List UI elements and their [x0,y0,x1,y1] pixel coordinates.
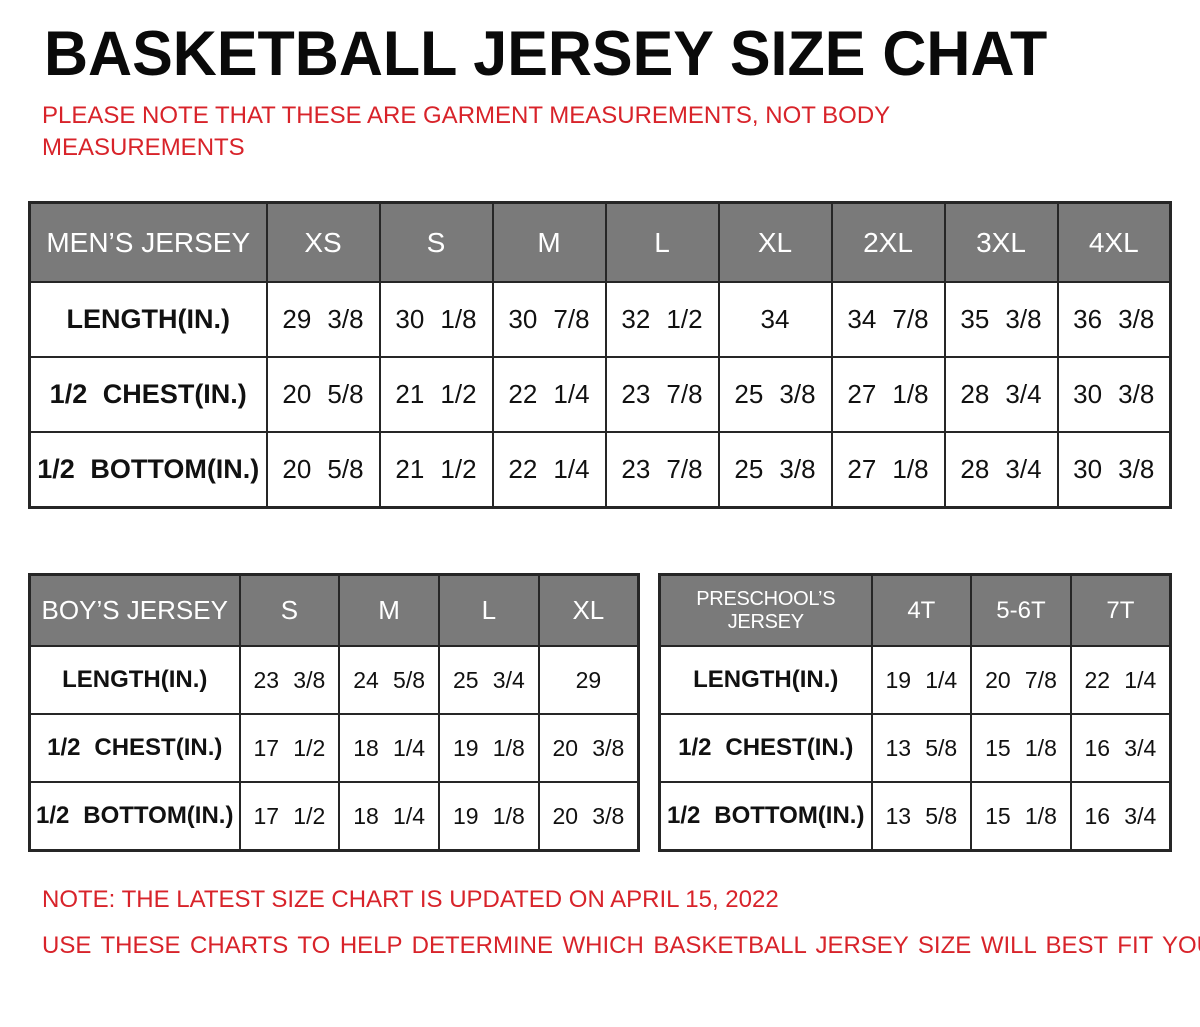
measurement-value-cell: 21 1/2 [378,356,494,434]
table-row: 1/2 CHEST(IN.) 17 1/2 18 1/4 19 1/8 20 3/8 [28,713,640,784]
table-row: 1/2 CHEST(IN.) 13 5/8 15 1/8 16 3/4 [658,713,1172,784]
kids-tables-row: BOY’S JERSEY S M L XL LENGTH(IN.) 23 3/8 24 5/8… [28,572,1200,852]
table-row: 1/2 BOTTOM(IN.) 20 5/8 21 1/2 22 1/4 23 7/8 2… [28,431,1172,509]
measurement-value-cell: 28 3/4 [943,356,1059,434]
measurement-value-cell: 30 3/8 [1056,356,1172,434]
measurement-value-cell: 30 3/8 [1056,431,1172,509]
measurement-value-cell: 18 1/4 [338,713,440,784]
garment-measurements-note: PLEASE NOTE THAT THESE ARE GARMENT MEASU… [42,100,1200,165]
row-label-cell: 1/2 BOTTOM(IN.) [28,431,268,509]
table-row: LENGTH(IN.) 29 3/8 30 1/8 30 7/8 32 1/2 34 34 … [28,281,1172,359]
size-header-cell: 4T [870,573,973,648]
row-label-cell: LENGTH(IN.) [658,645,873,716]
row-label-cell: LENGTH(IN.) [28,281,268,359]
size-header-cell: L [438,573,540,648]
measurement-value-cell: 22 1/4 [491,356,607,434]
table-row: 1/2 BOTTOM(IN.) 13 5/8 15 1/8 16 3/4 [658,781,1172,852]
size-table: MEN’S JERSEY XS S M L XL 2XL 3XL 4XL LENGTH(IN.) 2… [28,200,1172,509]
size-header-cell: M [338,573,440,648]
table-row: 1/2 BOTTOM(IN.) 17 1/2 18 1/4 19 1/8 20 3/8 [28,781,640,852]
measurement-value-cell: 23 7/8 [604,356,720,434]
measurement-value-cell: 35 3/8 [943,281,1059,359]
row-label-cell: 1/2 BOTTOM(IN.) [658,781,873,852]
measurement-value-cell: 20 3/8 [537,713,640,784]
row-label-cell: 1/2 CHEST(IN.) [28,356,268,434]
size-header-cell: 3XL [943,201,1059,284]
garment-note-line-2: MEASUREMENTS [42,134,245,162]
size-header-cell: XS [265,201,381,284]
measurement-value-cell: 27 1/8 [830,356,946,434]
size-header-cell: S [238,573,341,648]
page-title: BASKETBALL JERSEY SIZE CHAT [44,17,1048,89]
measurement-value-cell: 28 3/4 [943,431,1059,509]
measurement-value-cell: 16 3/4 [1069,713,1172,784]
table-row: 1/2 CHEST(IN.) 20 5/8 21 1/2 22 1/4 23 7/8 25… [28,356,1172,434]
size-header-cell: 2XL [830,201,946,284]
measurement-value-cell: 24 5/8 [338,645,440,716]
size-table: PRESCHOOL’S JERSEY 4T 5-6T 7T LENGTH(IN.) 19 … [658,572,1172,852]
measurement-value-cell: 15 1/8 [970,713,1072,784]
measurement-value-cell: 17 1/2 [238,713,341,784]
preschool-jersey-table: PRESCHOOL’S JERSEY 4T 5-6T 7T LENGTH(IN.) 19 … [658,572,1172,852]
measurement-value-cell: 19 1/4 [870,645,973,716]
measurement-value-cell: 17 1/2 [238,781,341,852]
garment-note-line-1: PLEASE NOTE THAT THESE ARE GARMENT MEASU… [42,102,891,130]
measurement-value-cell: 21 1/2 [378,431,494,509]
measurement-value-cell: 22 1/4 [491,431,607,509]
measurement-value-cell: 34 [717,281,833,359]
measurement-value-cell: 25 3/8 [717,431,833,509]
measurement-value-cell: 34 7/8 [830,281,946,359]
size-table: BOY’S JERSEY S M L XL LENGTH(IN.) 23 3/8 24 5/8… [28,572,640,852]
table-header-row: BOY’S JERSEY S M L XL [28,573,640,648]
table-row: LENGTH(IN.) 19 1/4 20 7/8 22 1/4 [658,645,1172,716]
measurement-value-cell: 30 7/8 [491,281,607,359]
size-header-cell: 7T [1069,573,1172,648]
measurement-value-cell: 19 1/8 [438,713,540,784]
measurement-value-cell: 30 1/8 [378,281,494,359]
measurement-value-cell: 19 1/8 [438,781,540,852]
measurement-value-cell: 27 1/8 [830,431,946,509]
size-header-cell: S [378,201,494,284]
measurement-value-cell: 20 5/8 [265,431,381,509]
measurement-value-cell: 16 3/4 [1069,781,1172,852]
measurement-value-cell: 25 3/8 [717,356,833,434]
measurement-value-cell: 13 5/8 [870,713,973,784]
size-chart-page: BASKETBALL JERSEY SIZE CHAT PLEASE NOTE … [0,20,1200,1027]
update-date-note: NOTE: THE LATEST SIZE CHART IS UPDATED O… [42,885,779,913]
row-label-cell: 1/2 BOTTOM(IN.) [28,781,241,852]
size-header-cell: 4XL [1056,201,1172,284]
measurement-value-cell: 29 [537,645,640,716]
row-label-cell: LENGTH(IN.) [28,645,241,716]
measurement-value-cell: 25 3/4 [438,645,540,716]
row-label-cell: 1/2 CHEST(IN.) [658,713,873,784]
size-header-cell: M [491,201,607,284]
measurement-value-cell: 23 3/8 [238,645,341,716]
boys-jersey-table: BOY’S JERSEY S M L XL LENGTH(IN.) 23 3/8 24 5/8… [28,572,640,852]
measurement-value-cell: 20 7/8 [970,645,1072,716]
row-label-cell: 1/2 CHEST(IN.) [28,713,241,784]
table-title-cell: MEN’S JERSEY [28,201,268,284]
table-header-row: PRESCHOOL’S JERSEY 4T 5-6T 7T [658,573,1172,648]
size-header-cell: XL [537,573,640,648]
size-header-cell: L [604,201,720,284]
measurement-value-cell: 20 3/8 [537,781,640,852]
measurement-value-cell: 32 1/2 [604,281,720,359]
measurement-value-cell: 23 7/8 [604,431,720,509]
fit-help-note: USE THESE CHARTS TO HELP DETERMINE WHICH… [42,931,1200,959]
measurement-value-cell: 36 3/8 [1056,281,1172,359]
measurement-value-cell: 20 5/8 [265,356,381,434]
table-title-cell: BOY’S JERSEY [28,573,241,648]
size-header-cell: XL [717,201,833,284]
measurement-value-cell: 13 5/8 [870,781,973,852]
measurement-value-cell: 18 1/4 [338,781,440,852]
size-header-cell: 5-6T [970,573,1072,648]
table-header-row: MEN’S JERSEY XS S M L XL 2XL 3XL 4XL [28,201,1172,284]
measurement-value-cell: 22 1/4 [1069,645,1172,716]
table-row: LENGTH(IN.) 23 3/8 24 5/8 25 3/4 29 [28,645,640,716]
measurement-value-cell: 29 3/8 [265,281,381,359]
measurement-value-cell: 15 1/8 [970,781,1072,852]
mens-jersey-table: MEN’S JERSEY XS S M L XL 2XL 3XL 4XL LENGTH(IN.) 2… [28,200,1200,509]
table-title-cell: PRESCHOOL’S JERSEY [658,573,873,648]
